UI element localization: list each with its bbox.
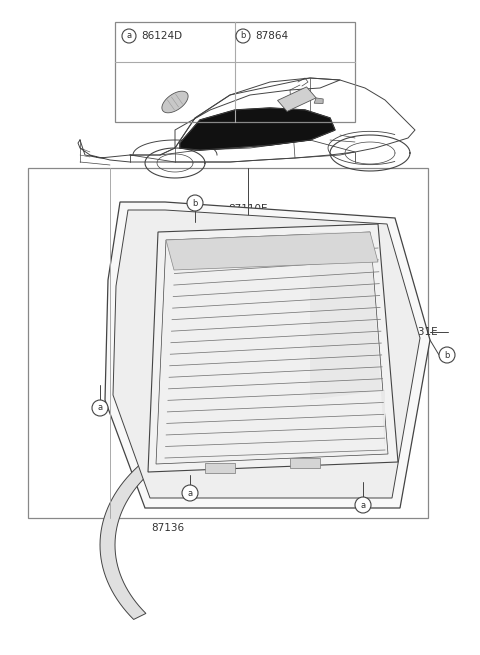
Text: b: b (240, 31, 246, 41)
Polygon shape (277, 87, 316, 111)
Polygon shape (310, 232, 385, 450)
Bar (205, 463, 235, 473)
Circle shape (439, 347, 455, 363)
Text: a: a (126, 31, 132, 41)
Polygon shape (166, 232, 378, 270)
Text: 87136: 87136 (151, 523, 185, 533)
Text: b: b (192, 198, 198, 208)
Text: b: b (444, 350, 450, 360)
Text: a: a (360, 500, 366, 510)
Text: a: a (187, 489, 192, 498)
Polygon shape (314, 98, 323, 103)
Circle shape (187, 195, 203, 211)
Text: 87864: 87864 (255, 31, 288, 41)
Text: 87131E: 87131E (398, 327, 438, 337)
Polygon shape (100, 415, 401, 620)
Polygon shape (162, 91, 188, 113)
Text: a: a (97, 403, 103, 413)
Circle shape (182, 485, 198, 501)
Circle shape (122, 29, 136, 43)
Text: 86124D: 86124D (141, 31, 182, 41)
Text: 87110E: 87110E (228, 204, 268, 214)
Polygon shape (156, 232, 388, 464)
Polygon shape (105, 202, 430, 508)
Circle shape (236, 29, 250, 43)
Polygon shape (148, 224, 398, 472)
Bar (28, 168, 428, 518)
Circle shape (355, 497, 371, 513)
Circle shape (92, 400, 108, 416)
Polygon shape (113, 210, 420, 498)
Polygon shape (180, 108, 335, 150)
Bar (115, 22, 355, 122)
Bar (290, 458, 320, 468)
